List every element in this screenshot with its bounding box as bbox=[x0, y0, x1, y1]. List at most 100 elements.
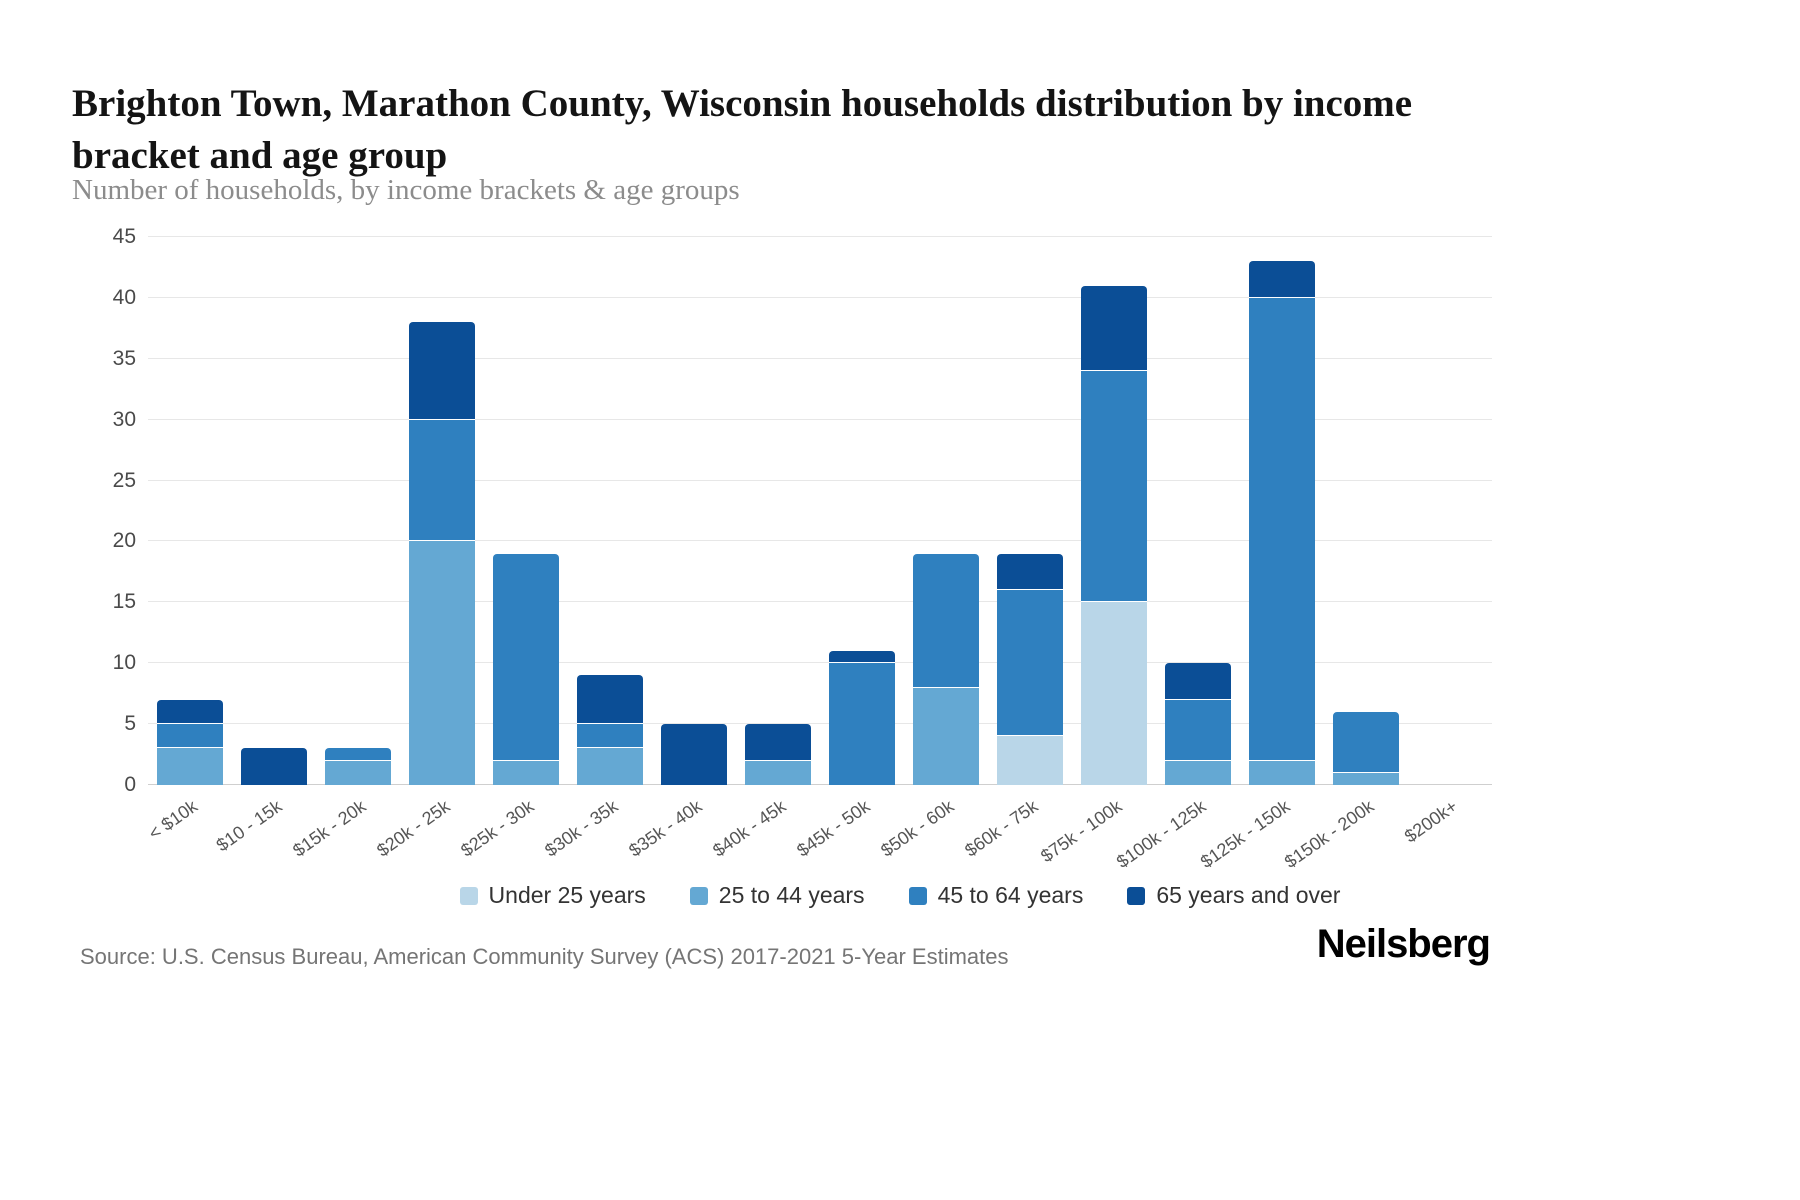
bar-segment[interactable] bbox=[493, 760, 559, 785]
x-tick-label: $25k - 30k bbox=[457, 796, 538, 861]
bar-segment[interactable] bbox=[1333, 772, 1399, 785]
gridline bbox=[148, 723, 1492, 725]
legend-label: Under 25 years bbox=[488, 882, 646, 908]
bar-segment[interactable] bbox=[661, 724, 727, 785]
legend-label: 45 to 64 years bbox=[937, 882, 1084, 908]
bar-segment[interactable] bbox=[493, 553, 559, 761]
x-tick-label: $40k - 45k bbox=[709, 796, 790, 861]
bar-segment[interactable] bbox=[409, 322, 475, 420]
y-tick-label: 15 bbox=[112, 590, 136, 614]
bar-slot bbox=[148, 237, 232, 785]
x-tick-label: $15k - 20k bbox=[289, 796, 370, 861]
gridline bbox=[148, 296, 1492, 298]
stacked-bar[interactable] bbox=[661, 237, 727, 785]
bar-segment[interactable] bbox=[1081, 602, 1147, 785]
legend-item[interactable]: 65 years and over bbox=[1127, 882, 1340, 909]
x-tick-label: $125k - 150k bbox=[1196, 796, 1294, 873]
gridline bbox=[148, 357, 1492, 359]
x-tick-label: $150k - 200k bbox=[1280, 796, 1378, 873]
stacked-bar[interactable] bbox=[913, 237, 979, 785]
y-tick-label: 25 bbox=[112, 468, 136, 492]
x-tick-label: $50k - 60k bbox=[877, 796, 958, 861]
bar-segment[interactable] bbox=[1249, 261, 1315, 298]
stacked-bar[interactable] bbox=[829, 237, 895, 785]
bar-segment[interactable] bbox=[1165, 760, 1231, 785]
bar-segment[interactable] bbox=[157, 724, 223, 749]
bar-segment[interactable] bbox=[1249, 760, 1315, 785]
legend-swatch-icon bbox=[908, 886, 927, 905]
legend-label: 25 to 44 years bbox=[718, 882, 865, 908]
bar-slot bbox=[1408, 237, 1492, 785]
gridlines bbox=[148, 236, 1492, 785]
bar-segment[interactable] bbox=[829, 663, 895, 785]
bar-segment[interactable] bbox=[157, 748, 223, 785]
bar-slot bbox=[736, 237, 820, 785]
gridline bbox=[148, 540, 1492, 542]
bar-segment[interactable] bbox=[1081, 285, 1147, 371]
bar-segment[interactable] bbox=[913, 687, 979, 785]
bar-slot bbox=[568, 237, 652, 785]
x-tick-label: $10 - 15k bbox=[212, 796, 286, 856]
bar-segment[interactable] bbox=[409, 541, 475, 785]
stacked-bar[interactable] bbox=[1417, 237, 1483, 785]
legend-swatch-icon bbox=[459, 886, 478, 905]
bar-segment[interactable] bbox=[1165, 699, 1231, 761]
stacked-bar[interactable] bbox=[409, 237, 475, 785]
legend-item[interactable]: 25 to 44 years bbox=[689, 882, 865, 909]
bar-segment[interactable] bbox=[325, 760, 391, 785]
brand-logo: Neilsberg bbox=[1316, 922, 1491, 966]
stacked-bar[interactable] bbox=[1165, 237, 1231, 785]
x-tick-label: $45k - 50k bbox=[793, 796, 874, 861]
bar-slot bbox=[232, 237, 316, 785]
bar-segment[interactable] bbox=[1333, 711, 1399, 773]
stacked-bar[interactable] bbox=[577, 237, 643, 785]
bar-segment[interactable] bbox=[745, 760, 811, 785]
stacked-bar[interactable] bbox=[493, 237, 559, 785]
x-axis-labels: < $10k $10 - 15k $15k - 20k $20k - 25k $25k … bbox=[145, 792, 1492, 892]
y-tick-label: 0 bbox=[124, 773, 136, 796]
gridline bbox=[148, 601, 1492, 603]
bar-segment[interactable] bbox=[1165, 663, 1231, 700]
bar-segment[interactable] bbox=[913, 553, 979, 688]
bar-segment[interactable] bbox=[409, 419, 475, 542]
bar-segment[interactable] bbox=[1249, 297, 1315, 761]
bar-segment[interactable] bbox=[577, 748, 643, 785]
gridline bbox=[148, 418, 1492, 420]
legend: Under 25 years 25 to 44 years 45 to 64 yea… bbox=[0, 882, 1800, 909]
bar-segment[interactable] bbox=[997, 590, 1063, 737]
bar-segment[interactable] bbox=[997, 553, 1063, 591]
stacked-bar[interactable] bbox=[1333, 237, 1399, 785]
stacked-bar[interactable] bbox=[325, 237, 391, 785]
bar-slot bbox=[1072, 237, 1156, 785]
bar-segment[interactable] bbox=[997, 736, 1063, 785]
bar-segment[interactable] bbox=[1081, 370, 1147, 603]
bar-segment[interactable] bbox=[577, 675, 643, 725]
stacked-bar[interactable] bbox=[1249, 237, 1315, 785]
gridline bbox=[148, 236, 1492, 237]
stacked-bar[interactable] bbox=[997, 237, 1063, 785]
bar-segment[interactable] bbox=[325, 748, 391, 761]
bar-segment[interactable] bbox=[241, 748, 307, 785]
legend-item[interactable]: Under 25 years bbox=[459, 882, 646, 909]
bar-slot bbox=[1156, 237, 1240, 785]
x-tick-label: $35k - 40k bbox=[625, 796, 706, 861]
stacked-bar[interactable] bbox=[1081, 237, 1147, 785]
x-tick-label: < $10k bbox=[145, 796, 202, 844]
stacked-bar[interactable] bbox=[241, 237, 307, 785]
bar-slot bbox=[484, 237, 568, 785]
bar-slot bbox=[1324, 237, 1408, 785]
legend-item[interactable]: 45 to 64 years bbox=[908, 882, 1084, 909]
bar-segment[interactable] bbox=[577, 724, 643, 749]
stacked-bar[interactable] bbox=[745, 237, 811, 785]
bar-segment[interactable] bbox=[745, 724, 811, 761]
stacked-bar[interactable] bbox=[157, 237, 223, 785]
bars bbox=[148, 237, 1492, 785]
y-tick-label: 35 bbox=[112, 346, 136, 370]
bar-segment[interactable] bbox=[829, 651, 895, 664]
legend-label: 65 years and over bbox=[1156, 882, 1341, 908]
bar-slot bbox=[316, 237, 400, 785]
source-note: Source: U.S. Census Bureau, American Com… bbox=[80, 944, 1009, 969]
gridline bbox=[148, 784, 1492, 785]
legend-swatch-icon bbox=[689, 886, 708, 905]
bar-segment[interactable] bbox=[157, 699, 223, 725]
